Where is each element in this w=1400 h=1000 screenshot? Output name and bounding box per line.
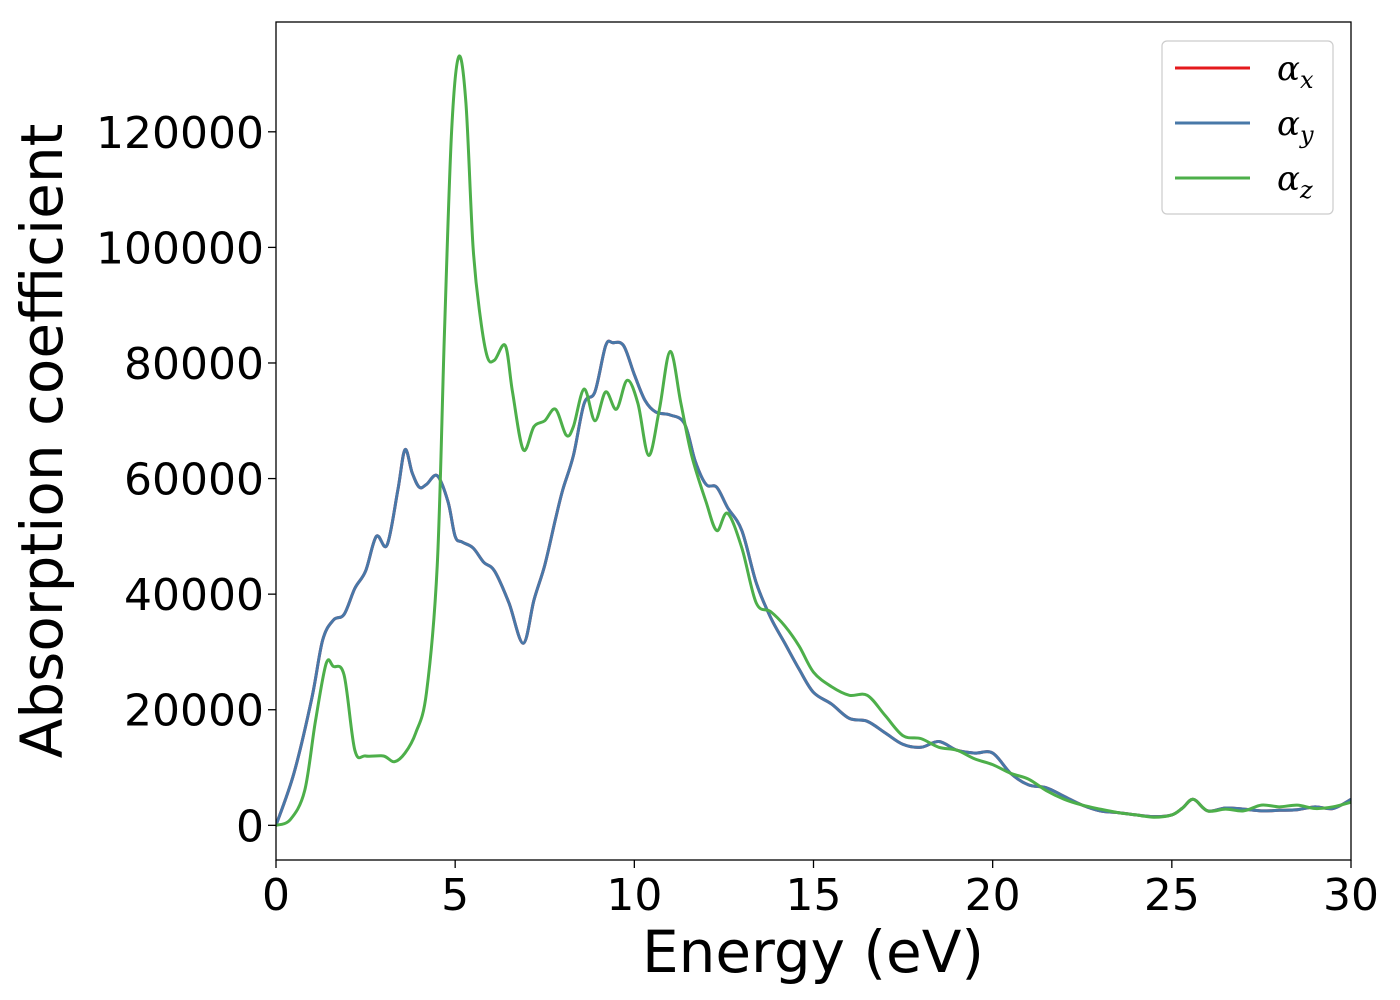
legend: αx αy αz [1161, 40, 1334, 215]
x-tick-label: 25 [1144, 870, 1200, 921]
x-tick-label: 30 [1323, 870, 1379, 921]
legend-label-x: αx [1277, 49, 1314, 94]
x-axis-title: Energy (eV) [642, 918, 984, 986]
legend-label-z: αz [1277, 159, 1313, 204]
series-layer [276, 54, 1351, 827]
x-tick-label: 0 [262, 870, 290, 921]
y-tick-label: 0 [236, 801, 264, 852]
x-tick-label: 15 [786, 870, 842, 921]
legend-label-y: αy [1277, 104, 1314, 149]
y-tick-label: 80000 [124, 339, 264, 390]
series-line-z [276, 54, 1351, 827]
y-tick-label: 40000 [124, 570, 264, 621]
y-tick-label: 20000 [124, 686, 264, 737]
x-tick-label: 20 [965, 870, 1021, 921]
x-tick-label: 10 [606, 870, 662, 921]
y-tick-label: 100000 [96, 223, 264, 274]
y-tick-label: 120000 [96, 108, 264, 159]
ticks-layer: 0 5 10 15 20 25 30 0 20000 40000 60000 80000 100000 1… [96, 108, 1379, 921]
legend-box [1161, 40, 1334, 215]
y-tick-label: 60000 [124, 455, 264, 506]
x-tick-label: 5 [441, 870, 469, 921]
y-axis-title: Absorption coefficient [8, 124, 76, 759]
